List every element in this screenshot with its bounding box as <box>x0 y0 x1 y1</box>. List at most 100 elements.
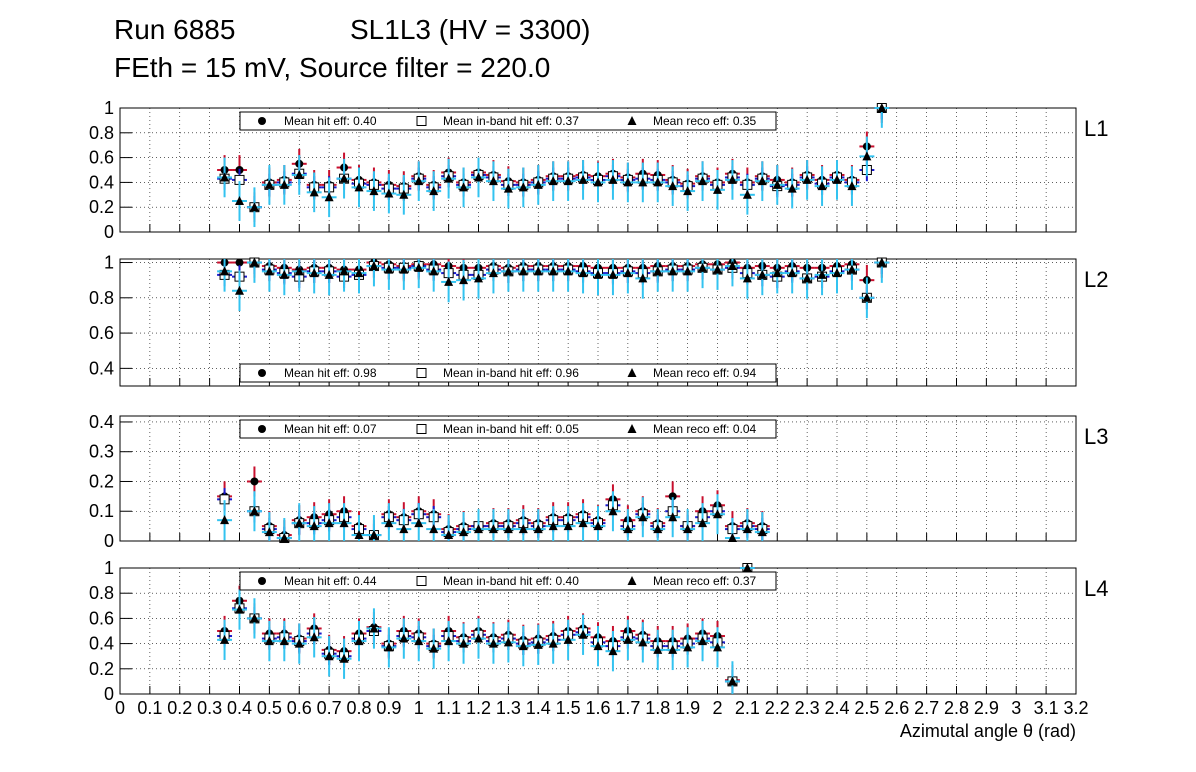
x-tick-label: 0.2 <box>167 698 192 718</box>
layer-label: L1 <box>1084 116 1108 141</box>
point-reco <box>339 518 349 528</box>
point-reco <box>742 524 752 534</box>
y-tick-label: 0 <box>104 222 114 242</box>
point-reco <box>653 524 663 534</box>
point-reco <box>429 186 439 196</box>
point-reco <box>369 186 379 196</box>
legend-inband-label: Mean in-band hit eff: 0.37 <box>443 114 579 128</box>
point-reco <box>787 183 797 193</box>
legend-inband-marker <box>416 116 427 126</box>
point-reco <box>713 264 722 274</box>
point-reco <box>444 636 454 646</box>
x-tick-label: 0.7 <box>317 698 342 718</box>
legend-box <box>239 111 777 131</box>
point-reco <box>459 182 469 192</box>
x-axis-title: Azimutal angle θ (rad) <box>900 721 1076 741</box>
point-reco <box>339 173 349 183</box>
x-tick-label: 1.7 <box>615 698 640 718</box>
y-tick-label: 0.3 <box>89 442 114 462</box>
y-tick-label: 0.2 <box>89 471 114 491</box>
x-tick-label: 2.1 <box>735 698 760 718</box>
point-reco <box>309 521 319 531</box>
point-reco <box>548 638 558 648</box>
point-reco <box>563 176 573 186</box>
point-reco <box>563 266 573 276</box>
point-reco <box>653 177 663 187</box>
settings-title: FEth = 15 mV, Source filter = 220.0 <box>114 52 551 83</box>
point-reco <box>474 524 483 534</box>
point-reco <box>877 257 887 267</box>
point-reco <box>727 261 737 271</box>
point-reco <box>369 261 379 271</box>
legend-hit-label: Mean hit eff: 0.07 <box>284 422 377 436</box>
y-tick-label: 0.6 <box>89 608 114 628</box>
point-reco <box>235 604 244 614</box>
point-reco <box>608 174 618 184</box>
point-reco <box>757 176 767 186</box>
point-reco <box>518 524 528 534</box>
point-reco <box>444 173 454 183</box>
point-reco <box>324 651 334 661</box>
point-reco <box>683 642 693 652</box>
point-reco <box>727 174 737 184</box>
point-reco <box>847 181 857 191</box>
point-reco <box>683 524 693 534</box>
point-reco <box>488 268 498 278</box>
legend-hit-label: Mean hit eff: 0.98 <box>284 366 377 380</box>
x-tick-label: 1.6 <box>585 698 610 718</box>
point-reco <box>249 613 259 623</box>
x-tick-label: 0.8 <box>346 698 371 718</box>
y-tick-label: 0.8 <box>89 288 114 308</box>
point-reco <box>877 103 887 112</box>
point-reco <box>772 179 782 189</box>
point-reco <box>488 176 498 186</box>
point-reco <box>623 634 633 644</box>
point-reco <box>518 182 528 192</box>
legend-inband-label: Mean in-band hit eff: 0.05 <box>443 422 579 436</box>
point-reco <box>533 266 543 276</box>
legend-reco-marker <box>627 424 637 433</box>
point-reco <box>309 268 319 278</box>
point-reco <box>354 182 364 192</box>
point-reco <box>414 636 424 646</box>
legend-hit-marker <box>258 369 266 377</box>
point-reco <box>683 266 693 276</box>
legend-inband-marker <box>416 576 427 586</box>
point-reco <box>444 276 454 286</box>
x-tick-label: 1.1 <box>436 698 461 718</box>
point-reco <box>294 266 304 276</box>
y-tick-label: 0.4 <box>89 358 114 378</box>
point-reco <box>249 257 259 267</box>
point-hit <box>668 492 677 501</box>
point-reco <box>533 639 543 649</box>
point-reco <box>503 637 513 647</box>
point-reco <box>279 179 289 189</box>
point-reco <box>309 187 319 197</box>
point-reco <box>384 518 394 528</box>
layer-label: L2 <box>1084 267 1108 292</box>
point-reco <box>369 623 379 633</box>
point-reco <box>264 266 274 276</box>
x-tick-label: 3 <box>1011 698 1021 718</box>
point-reco <box>862 292 872 302</box>
y-tick-label: 0 <box>104 684 114 704</box>
point-reco <box>235 196 244 205</box>
point-reco <box>623 524 633 534</box>
y-tick-label: 1 <box>104 253 114 273</box>
point-reco <box>474 172 483 182</box>
point-reco <box>698 518 708 528</box>
point-reco <box>459 275 469 285</box>
point-reco <box>668 181 678 191</box>
point-reco <box>742 273 752 283</box>
point-reco <box>578 174 588 184</box>
x-tick-label: 2.6 <box>884 698 909 718</box>
x-tick-label: 1.9 <box>675 698 700 718</box>
y-tick-label: 1 <box>104 98 114 118</box>
point-reco <box>787 268 797 278</box>
legend-hit-marker <box>258 577 266 585</box>
point-reco <box>220 172 230 182</box>
point-reco <box>503 524 513 534</box>
point-reco <box>279 269 289 279</box>
point-reco <box>563 521 573 531</box>
